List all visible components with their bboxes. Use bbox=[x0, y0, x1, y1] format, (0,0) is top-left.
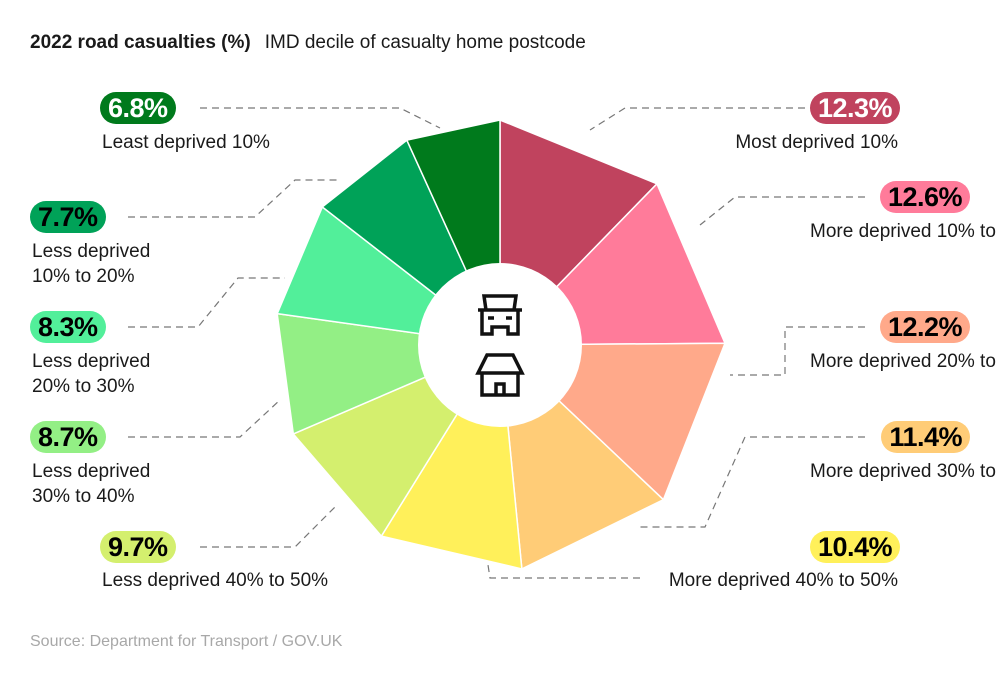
leader-line bbox=[640, 436, 865, 528]
category-label: More deprived 20% to 30% bbox=[810, 351, 1000, 372]
leader-line bbox=[200, 107, 441, 129]
value-label: 9.7% bbox=[100, 531, 176, 563]
leader-line bbox=[589, 107, 865, 131]
category-label: Less deprived 20% to 30% bbox=[32, 351, 151, 397]
chart-title-row: 2022 road casualties (%) IMD decile of ca… bbox=[30, 32, 586, 54]
category-label: Less deprived 10% to 20% bbox=[32, 241, 151, 287]
leader-line bbox=[487, 564, 640, 579]
value-label: 10.4% bbox=[809, 531, 900, 563]
category-label: More deprived 30% to 40% bbox=[810, 461, 1000, 482]
value-label: 12.6% bbox=[879, 181, 970, 213]
value-label: 12.2% bbox=[879, 311, 970, 343]
center-hole bbox=[418, 263, 582, 427]
value-label: 6.8% bbox=[100, 92, 176, 124]
leader-line bbox=[730, 326, 865, 376]
leader-line bbox=[128, 399, 281, 438]
leader-line bbox=[128, 277, 285, 328]
category-label: Most deprived 10% bbox=[735, 132, 898, 153]
source-note: Source: Department for Transport / GOV.U… bbox=[30, 633, 343, 650]
category-label: Less deprived 30% to 40% bbox=[32, 461, 151, 507]
value-label: 12.3% bbox=[809, 92, 900, 124]
category-label: Least deprived 10% bbox=[102, 132, 270, 153]
category-label: More deprived 10% to 20% bbox=[810, 221, 1000, 242]
chart-title: 2022 road casualties (%) bbox=[30, 32, 251, 53]
car-icon bbox=[478, 294, 522, 336]
house-icon bbox=[475, 353, 525, 397]
category-label: More deprived 40% to 50% bbox=[668, 570, 898, 591]
value-label: 8.7% bbox=[30, 421, 106, 453]
chart-subtitle: IMD decile of casualty home postcode bbox=[264, 32, 586, 53]
value-label: 8.3% bbox=[30, 311, 106, 343]
leader-line bbox=[200, 506, 336, 548]
value-label: 7.7% bbox=[30, 201, 106, 233]
leader-line bbox=[699, 196, 865, 226]
leader-line bbox=[128, 179, 340, 218]
value-label: 11.4% bbox=[881, 421, 970, 453]
category-label: Less deprived 40% to 50% bbox=[102, 570, 329, 591]
